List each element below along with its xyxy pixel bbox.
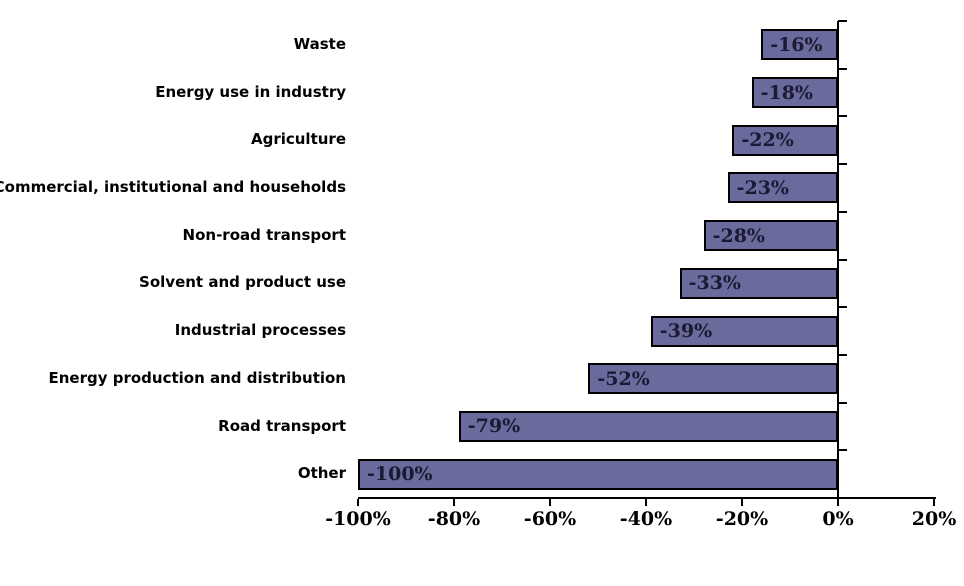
bar: -79% [458, 410, 838, 442]
bar: -33% [679, 267, 838, 299]
bar-value-label: -23% [736, 176, 789, 199]
bar-value-label: -18% [760, 81, 813, 104]
bar: -18% [751, 77, 838, 109]
category-label: Solvent and product use [139, 273, 346, 292]
y-axis-tick [838, 449, 847, 452]
bar-value-label: -100% [367, 463, 433, 486]
x-axis-tick-label: 0% [822, 508, 854, 530]
x-axis-tick [933, 499, 935, 506]
y-axis-tick [838, 210, 847, 213]
bar: -39% [650, 315, 838, 347]
y-axis-tick [838, 20, 847, 22]
category-label: Energy production and distribution [48, 368, 347, 387]
bar-value-label: -28% [712, 224, 765, 247]
category-label: Industrial processes [174, 321, 346, 340]
category-label: Commercial, institutional and households [0, 178, 346, 197]
bar-value-label: -33% [688, 272, 741, 295]
bar: -22% [732, 124, 838, 156]
x-axis-tick [645, 499, 647, 506]
x-axis-tick-label: -100% [325, 508, 391, 530]
bar: -16% [761, 29, 838, 61]
bar: -100% [358, 458, 838, 490]
x-axis-tick [453, 499, 455, 506]
bar-value-label: -52% [597, 367, 650, 390]
x-axis-tick [549, 499, 551, 506]
x-axis-tick-label: -80% [427, 508, 481, 530]
y-axis-line [837, 21, 839, 499]
category-label: Road transport [218, 416, 346, 435]
x-axis-tick [357, 499, 359, 506]
category-label: Non-road transport [182, 225, 346, 244]
y-axis-tick [838, 67, 847, 70]
y-axis-tick [838, 163, 847, 166]
bar: -28% [703, 220, 838, 252]
x-axis-tick-label: -40% [619, 508, 673, 530]
y-axis-tick [838, 401, 847, 404]
bar-value-label: -79% [467, 415, 521, 438]
category-label: Agriculture [250, 130, 346, 149]
x-axis-tick-label: -60% [523, 508, 577, 530]
bar: -52% [588, 363, 838, 395]
bar-value-label: -39% [659, 320, 713, 343]
x-axis-line [358, 497, 936, 499]
bar-value-label: -16% [770, 33, 823, 56]
category-label: Waste [293, 34, 346, 53]
x-axis-tick [837, 499, 839, 506]
category-label: Energy use in industry [155, 82, 346, 101]
y-axis-tick [838, 353, 847, 356]
y-axis-tick [838, 115, 847, 118]
y-axis-tick [838, 306, 847, 309]
x-axis-tick-label: -20% [715, 508, 769, 530]
y-axis-tick [838, 258, 847, 261]
bar-value-label: -22% [741, 129, 794, 152]
category-label: Other [297, 464, 346, 483]
x-axis-tick [741, 499, 743, 506]
x-axis-tick-label: 20% [911, 508, 957, 530]
bar: -23% [727, 172, 838, 204]
